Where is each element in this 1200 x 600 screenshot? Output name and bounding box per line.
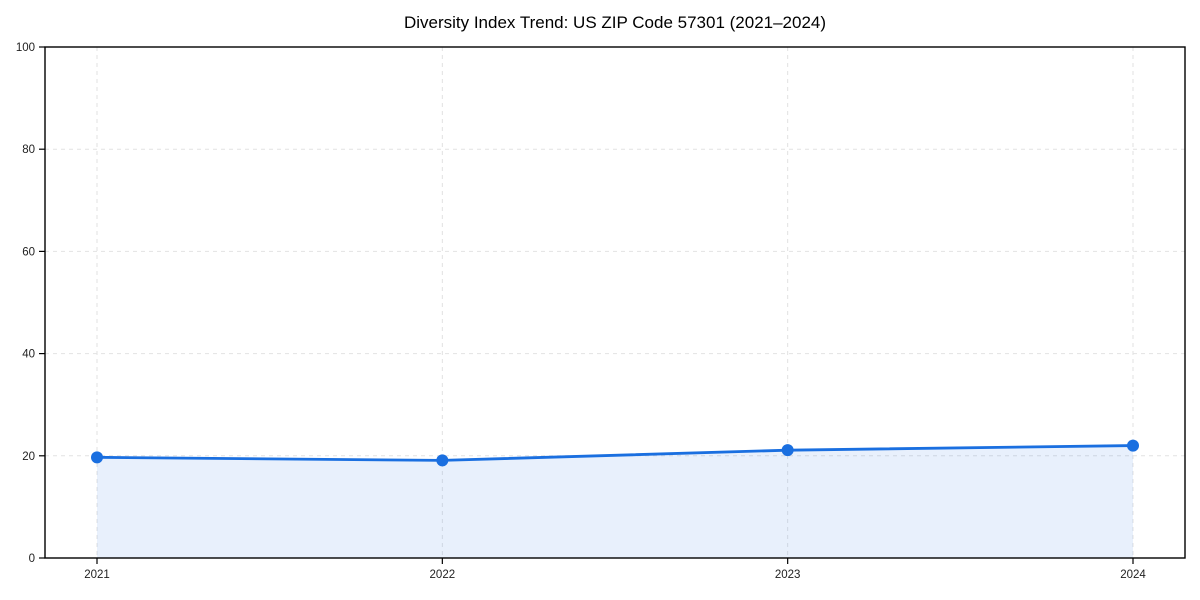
- y-tick-label: 80: [22, 144, 35, 156]
- y-tick-label: 40: [22, 349, 35, 361]
- y-tick-label: 100: [16, 42, 35, 54]
- y-tick-label: 20: [22, 451, 35, 463]
- x-tick-label: 2021: [84, 569, 110, 581]
- trend-line: [95, 444, 1135, 462]
- axis-ticks: 0 20 40 60 80 100 2021 2022 2023 2024: [16, 42, 1147, 581]
- x-tick-label: 2022: [430, 569, 456, 581]
- data-point-marker: [91, 451, 103, 464]
- data-point-marker: [781, 444, 794, 457]
- y-tick-label: 0: [29, 553, 35, 565]
- y-tick-label: 60: [22, 246, 35, 258]
- x-tick-label: 2024: [1120, 569, 1146, 581]
- data-point-marker: [1127, 439, 1139, 452]
- axis-frame: [44, 46, 1186, 559]
- data-series: [91, 439, 1139, 558]
- chart-title: Diversity Index Trend: US ZIP Code 57301…: [404, 13, 826, 32]
- area-fill: [97, 445, 1133, 558]
- data-point-marker: [436, 454, 449, 467]
- plot-frame: [44, 46, 1186, 559]
- x-tick-label: 2023: [775, 569, 801, 581]
